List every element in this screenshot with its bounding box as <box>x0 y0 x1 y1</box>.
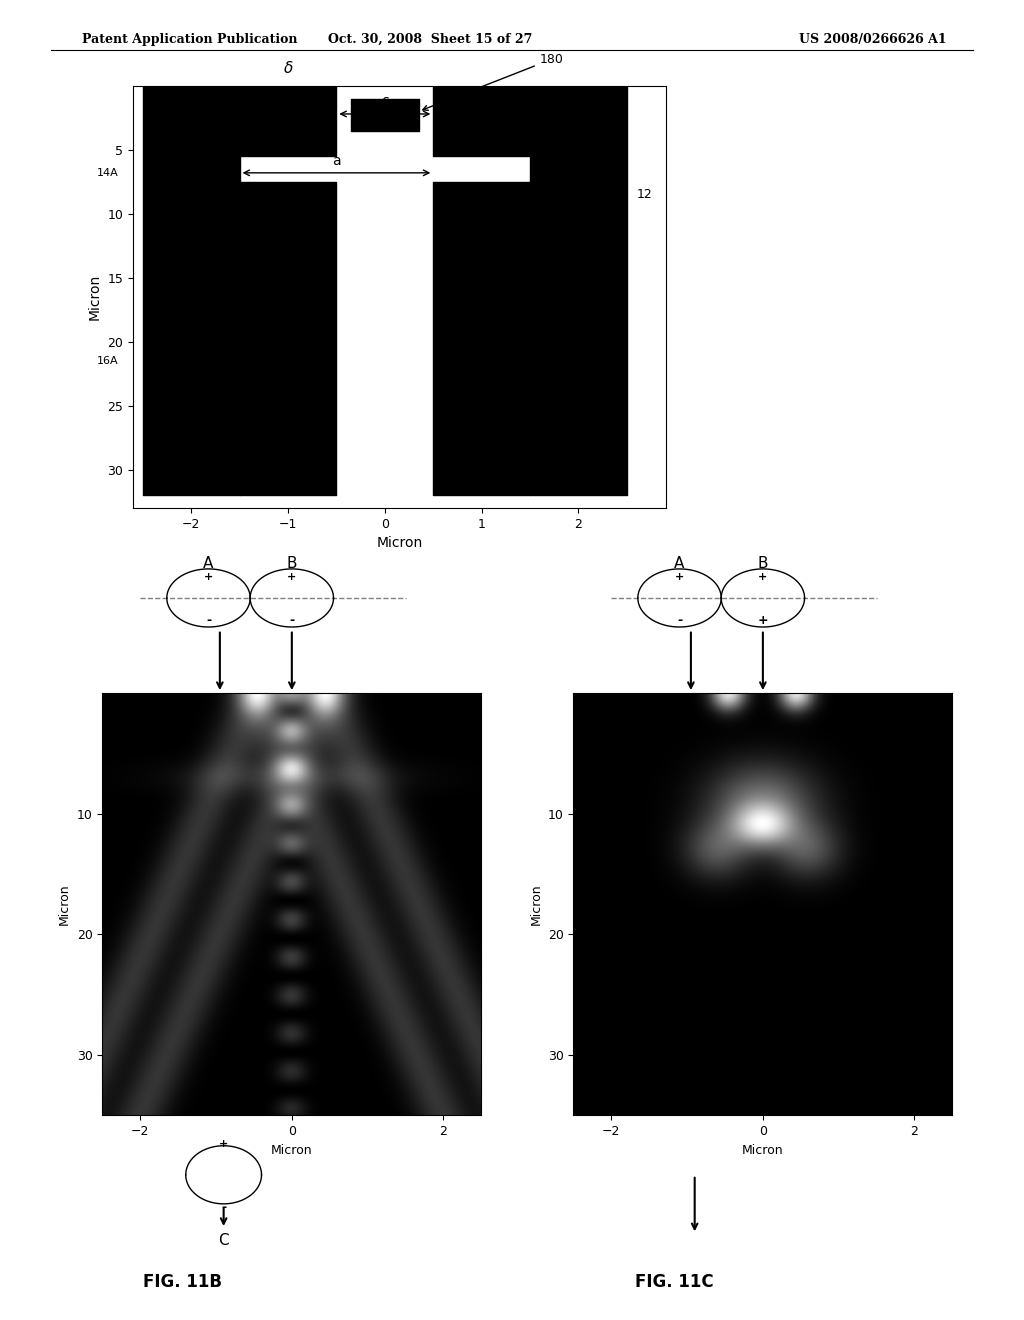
Text: Oct. 30, 2008  Sheet 15 of 27: Oct. 30, 2008 Sheet 15 of 27 <box>328 33 532 46</box>
Text: -: - <box>289 614 295 627</box>
Y-axis label: Micron: Micron <box>529 883 543 925</box>
X-axis label: Micron: Micron <box>271 1143 312 1156</box>
Text: c: c <box>381 94 389 108</box>
Text: 12: 12 <box>637 187 652 201</box>
Text: FIG. 11B: FIG. 11B <box>143 1272 222 1291</box>
Text: B: B <box>758 556 768 570</box>
Text: A: A <box>204 556 214 570</box>
Y-axis label: Micron: Micron <box>88 273 102 321</box>
Text: +: + <box>287 572 297 582</box>
Text: FIG. 11C: FIG. 11C <box>635 1272 714 1291</box>
Text: 180: 180 <box>423 53 563 111</box>
X-axis label: Micron: Micron <box>376 536 423 550</box>
Text: +: + <box>758 572 768 582</box>
Text: Patent Application Publication: Patent Application Publication <box>82 33 297 46</box>
Y-axis label: Micron: Micron <box>58 883 72 925</box>
Text: 14B: 14B <box>535 112 617 143</box>
X-axis label: Micron: Micron <box>742 1143 783 1156</box>
Text: +: + <box>758 614 768 627</box>
Text: C: C <box>218 1233 229 1249</box>
Text: A: A <box>675 556 685 570</box>
Text: +: + <box>219 1139 228 1150</box>
Text: a: a <box>332 154 341 168</box>
Text: $\delta$: $\delta$ <box>283 59 293 77</box>
Text: +: + <box>675 572 684 582</box>
Text: US 2008/0266626 A1: US 2008/0266626 A1 <box>799 33 946 46</box>
Text: +: + <box>204 572 213 582</box>
Text: -: - <box>206 614 211 627</box>
Text: -: - <box>221 1201 226 1214</box>
Text: 16A: 16A <box>97 356 119 366</box>
Text: FIG. 11A: FIG. 11A <box>522 261 601 280</box>
Text: 14A: 14A <box>97 168 119 178</box>
Text: -: - <box>677 614 682 627</box>
Text: B: B <box>287 556 297 570</box>
